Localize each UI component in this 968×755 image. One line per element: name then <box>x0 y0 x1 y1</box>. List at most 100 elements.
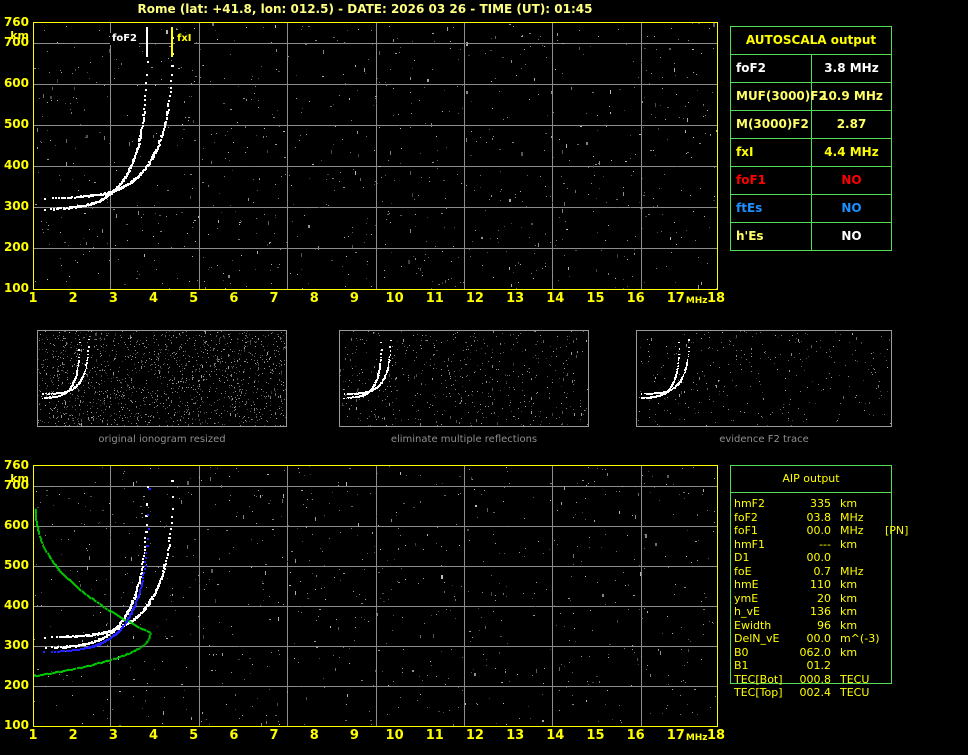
ionogram-noise-pixel <box>622 43 623 44</box>
thumbnail-noise-pixel <box>425 335 426 336</box>
thumbnail-noise-pixel <box>96 332 97 333</box>
thumbnail-noise-pixel <box>780 354 781 355</box>
thumbnail-evidence-f2-trace[interactable] <box>636 330 892 427</box>
ionogram-noise-pixel <box>226 704 227 705</box>
thumbnail-noise-pixel <box>67 356 68 357</box>
ionogram-noise-pixel <box>104 136 105 140</box>
thumbnail-noise-pixel <box>181 348 182 349</box>
thumbnail-noise-pixel <box>281 364 282 366</box>
thumbnail-noise-pixel <box>518 335 519 336</box>
thumbnail-noise-pixel <box>203 402 204 403</box>
ionogram-noise-pixel <box>297 528 298 529</box>
thumbnail-noise-pixel <box>272 369 273 371</box>
thumbnail-original-ionogram[interactable] <box>37 330 287 427</box>
thumbnail-noise-pixel <box>76 365 77 366</box>
thumbnail-noise-pixel <box>780 409 781 410</box>
thumbnail-noise-pixel <box>65 394 66 395</box>
thumbnail-noise-pixel <box>427 340 428 341</box>
thumbnail-noise-pixel <box>571 331 572 332</box>
thumbnail-noise-pixel <box>760 332 761 333</box>
ionogram-noise-pixel <box>268 221 269 225</box>
ionogram-noise-pixel <box>81 676 82 677</box>
x-axis-tick-label: 18 <box>706 291 726 306</box>
thumbnail-noise-pixel <box>243 379 244 380</box>
ionogram-noise-pixel <box>320 548 321 549</box>
ionogram-noise-pixel <box>291 551 293 552</box>
thumbnail-noise-pixel <box>830 351 831 352</box>
thumbnail-noise-pixel <box>280 396 281 398</box>
thumbnail-noise-pixel <box>430 404 431 405</box>
thumbnail-noise-pixel <box>800 359 801 360</box>
thumbnail-noise-pixel <box>66 422 67 423</box>
ionogram-noise-pixel <box>295 559 296 563</box>
ionogram-noise-pixel <box>51 100 52 101</box>
ionogram-noise-pixel <box>662 214 663 215</box>
thumbnail-noise-pixel <box>849 342 850 343</box>
ionogram-noise-pixel <box>402 668 403 669</box>
thumbnail-noise-pixel <box>257 388 258 390</box>
thumbnail-noise-pixel <box>389 374 390 377</box>
thumbnail-noise-pixel <box>688 407 689 408</box>
ionogram-noise-pixel <box>534 593 535 594</box>
thumbnail-noise-pixel <box>106 406 107 407</box>
ionogram-noise-pixel <box>266 136 267 137</box>
thumbnail-noise-pixel <box>179 348 180 349</box>
thumbnail-noise-pixel <box>107 420 108 421</box>
ionogram-noise-pixel <box>247 147 248 148</box>
thumbnail-noise-pixel <box>57 371 58 372</box>
ionogram-noise-pixel <box>460 282 461 283</box>
ionogram-noise-pixel <box>524 518 525 519</box>
ionogram-noise-pixel <box>182 138 183 139</box>
thumbnail-noise-pixel <box>76 331 77 332</box>
thumbnail-noise-pixel <box>887 349 888 350</box>
ionogram-noise-pixel <box>84 175 85 176</box>
thumbnail-noise-pixel <box>816 351 817 352</box>
thumbnail-f2-trace <box>349 393 351 395</box>
ionogram-noise-pixel <box>619 511 620 514</box>
ionogram-noise-pixel <box>47 229 49 230</box>
thumbnail-noise-pixel <box>87 405 88 406</box>
ionogram-noise-pixel <box>66 139 67 143</box>
thumbnail-noise-pixel <box>256 392 257 393</box>
thumbnail-noise-pixel <box>148 392 149 393</box>
ionogram-noise-pixel <box>517 674 518 675</box>
thumbnail-noise-pixel <box>531 397 532 400</box>
ionogram-noise-pixel <box>634 559 635 560</box>
thumbnail-noise-pixel <box>199 385 200 386</box>
thumbnail-noise-pixel <box>68 383 69 384</box>
ionogram-noise-pixel <box>533 278 534 279</box>
thumbnail-noise-pixel <box>706 383 707 384</box>
ionogram-noise-pixel <box>237 122 238 123</box>
thumbnail-noise-pixel <box>235 409 236 410</box>
f2-trace-extraordinary <box>169 86 173 90</box>
ionogram-noise-pixel <box>393 115 394 116</box>
thumbnail-f2-trace <box>77 356 80 359</box>
thumbnail-noise-pixel <box>193 385 194 386</box>
f2-trace-extraordinary <box>104 192 108 195</box>
ionogram-noise-pixel <box>414 60 415 61</box>
ionogram-noise-pixel <box>685 106 686 107</box>
thumbnail-f2-trace <box>83 372 86 375</box>
thumbnail-noise-pixel <box>200 423 201 424</box>
thumbnail-noise-pixel <box>79 404 80 405</box>
thumbnail-f2-trace <box>56 392 58 394</box>
ionogram-noise-pixel <box>82 723 83 724</box>
ionogram-plot-bottom[interactable] <box>33 465 718 727</box>
thumbnail-eliminate-multiple-reflections[interactable] <box>339 330 589 427</box>
thumbnail-noise-pixel <box>43 360 44 361</box>
ionogram-plot-top[interactable]: foF2 fxI <box>33 22 718 290</box>
ionogram-noise-pixel <box>546 589 547 590</box>
ionogram-noise-pixel <box>330 106 332 107</box>
ionogram-noise-pixel <box>132 141 133 142</box>
ionogram-noise-pixel <box>382 671 383 672</box>
thumbnail-noise-pixel <box>513 363 514 366</box>
ionogram-noise-pixel <box>410 77 411 80</box>
f2-trace-ordinary <box>64 207 67 210</box>
ionogram-noise-pixel <box>354 640 355 641</box>
thumbnail-noise-pixel <box>79 423 80 424</box>
ionogram-noise-pixel <box>597 582 598 583</box>
thumbnail-noise-pixel <box>518 418 519 419</box>
ionogram-noise-pixel <box>389 466 390 467</box>
ionogram-noise-pixel <box>445 198 446 199</box>
gridline-horizontal <box>34 125 717 126</box>
